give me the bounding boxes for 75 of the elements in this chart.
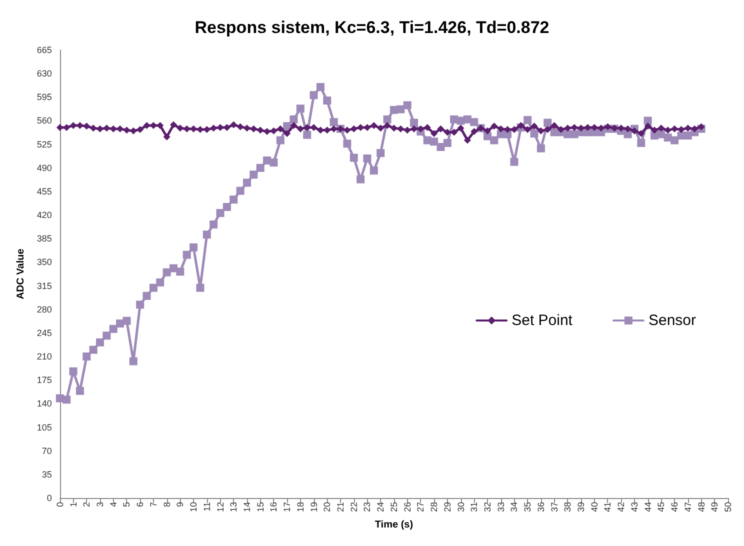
y-tick-label: 280: [36, 304, 52, 314]
y-tick-label: 525: [36, 139, 52, 150]
x-tick-label: 3: [95, 502, 105, 508]
chart-title: Respons sistem, Kc=6.3, Ti=1.426, Td=0.872: [194, 18, 550, 37]
x-tick-label: 34: [509, 502, 520, 512]
x-tick-label: 16: [268, 502, 279, 512]
x-tick-label: 6: [135, 502, 146, 508]
x-tick-label: 44: [642, 502, 653, 512]
y-tick-label: 385: [36, 234, 52, 244]
x-tick-label: 18: [295, 502, 306, 512]
y-tick-label: 315: [36, 280, 52, 291]
x-tick-label: 48: [696, 502, 706, 512]
x-tick-label: 49: [710, 502, 720, 512]
x-tick-label: 29: [442, 502, 452, 512]
x-tick-label: 39: [576, 502, 586, 512]
x-tick-label: 37: [549, 502, 560, 512]
x-axis-title: Time (s): [374, 520, 414, 530]
y-tick-label: 665: [36, 45, 52, 55]
x-tick-label: 23: [362, 502, 372, 512]
x-tick-label: 27: [416, 502, 426, 512]
x-tick-label: 28: [429, 502, 440, 512]
x-tick-label: 45: [656, 502, 666, 512]
y-tick-label: 210: [36, 352, 52, 362]
y-tick-label: 245: [36, 328, 52, 338]
y-tick-label: 175: [36, 375, 52, 386]
y-tick-label: 560: [36, 116, 52, 126]
y-axis-title: ADC Value: [16, 248, 26, 300]
x-tick-label: 31: [469, 502, 480, 512]
legend-label: Set Point: [512, 312, 574, 329]
x-tick-label: 9: [175, 502, 186, 508]
y-tick-label: 140: [36, 398, 52, 409]
y-tick-label: 455: [36, 186, 52, 196]
x-tick-label: 8: [162, 502, 172, 508]
legend-label: Sensor: [648, 312, 696, 329]
x-tick-label: 26: [402, 502, 412, 512]
x-tick-label: 1: [68, 502, 78, 508]
x-tick-label: 2: [82, 502, 92, 508]
y-tick-label: 35: [42, 469, 52, 480]
x-tick-label: 19: [308, 502, 319, 512]
x-tick-label: 17: [282, 502, 292, 512]
x-tick-label: 33: [496, 502, 506, 512]
x-tick-label: 12: [215, 502, 226, 512]
x-tick-label: 46: [670, 502, 680, 512]
x-tick-label: 47: [682, 502, 693, 512]
x-tick-label: 24: [376, 502, 386, 512]
y-tick-label: 630: [36, 68, 52, 79]
x-tick-label: 0: [54, 502, 65, 508]
x-tick-label: 21: [336, 502, 346, 512]
y-tick-label: 490: [36, 162, 52, 173]
x-tick-label: 43: [629, 502, 640, 512]
y-tick-label: 595: [36, 92, 52, 102]
y-tick-label: 105: [36, 422, 52, 432]
x-tick-label: 50: [723, 502, 733, 512]
x-tick-label: 25: [388, 502, 399, 512]
x-tick-label: 32: [482, 502, 492, 512]
x-tick-label: 42: [616, 502, 626, 512]
x-tick-label: 41: [602, 502, 613, 512]
x-tick-label: 5: [122, 502, 132, 508]
x-tick-label: 14: [242, 502, 252, 512]
y-tick-label: 420: [36, 210, 52, 220]
x-tick-label: 40: [589, 502, 600, 512]
x-tick-label: 22: [348, 502, 359, 512]
x-tick-label: 11: [202, 502, 212, 512]
x-tick-label: 36: [536, 502, 546, 512]
y-tick-label: 350: [36, 257, 52, 268]
x-tick-label: 35: [522, 502, 533, 512]
x-tick-label: 4: [108, 502, 118, 508]
x-tick-label: 13: [228, 502, 239, 512]
x-tick-label: 30: [456, 502, 466, 512]
x-tick-label: 7: [148, 502, 158, 508]
x-tick-label: 38: [562, 502, 573, 512]
x-tick-label: 15: [255, 502, 266, 512]
x-tick-label: 20: [322, 502, 332, 512]
x-tick-label: 10: [188, 502, 199, 512]
y-tick-label: 70: [42, 446, 52, 456]
